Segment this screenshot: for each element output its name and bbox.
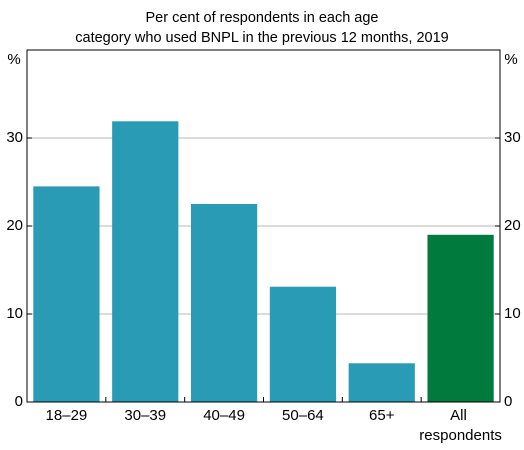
y-axis-label: % xyxy=(7,51,20,68)
y2-tick-label: 10 xyxy=(504,305,521,322)
y2-tick-label: 20 xyxy=(504,217,521,234)
plot-frame xyxy=(26,49,501,403)
y2-axis-label: % xyxy=(504,51,517,68)
subtitle: Per cent of respondents in each age xyxy=(146,10,379,26)
x-tick-label: 50–64 xyxy=(282,407,324,424)
x-tick-label: 65+ xyxy=(369,407,395,424)
y-tick-label: 30 xyxy=(6,129,23,146)
y-tick-label: 0 xyxy=(15,393,23,410)
bar xyxy=(348,363,415,402)
y2-tick-label: 30 xyxy=(504,129,521,146)
x-tick-label: All respondents xyxy=(419,407,502,444)
bar xyxy=(112,121,179,402)
y-tick-label: 10 xyxy=(6,305,23,322)
bar xyxy=(190,204,258,402)
bar xyxy=(427,234,494,402)
bar xyxy=(269,286,337,402)
y-tick-label: 20 xyxy=(6,217,23,234)
x-tick-label: 40–49 xyxy=(203,407,245,424)
subtitle: category who used BNPL in the previous 1… xyxy=(75,30,448,46)
x-tick-label: 30–39 xyxy=(124,407,166,424)
x-tick-label: 18–29 xyxy=(46,407,88,424)
bar xyxy=(33,186,100,402)
y2-tick-label: 0 xyxy=(504,393,512,410)
